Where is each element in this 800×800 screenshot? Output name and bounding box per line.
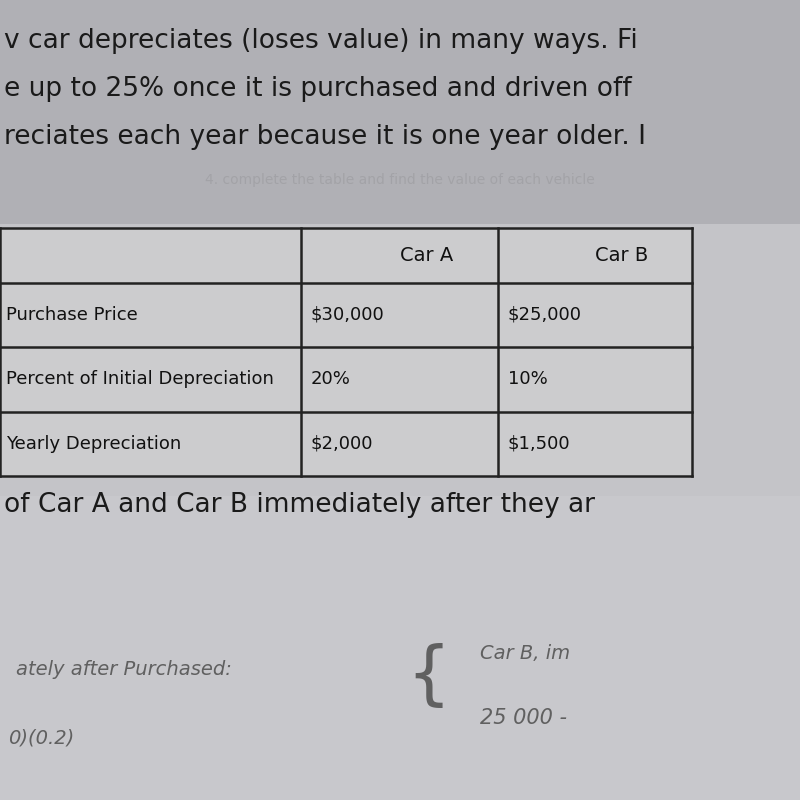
Text: e up to 25% once it is purchased and driven off: e up to 25% once it is purchased and dri… — [4, 76, 632, 102]
Text: ately after Purchased:: ately after Purchased: — [16, 660, 232, 679]
Text: Yearly Depreciation: Yearly Depreciation — [6, 434, 182, 453]
Text: 20%: 20% — [310, 370, 350, 388]
Text: reciates each year because it is one year older. I: reciates each year because it is one yea… — [4, 124, 646, 150]
Text: Percent of Initial Depreciation: Percent of Initial Depreciation — [6, 370, 274, 388]
Text: Purchase Price: Purchase Price — [6, 306, 138, 324]
Bar — [0, 224, 800, 496]
Text: 4. complete the table and find the value of each vehicle: 4. complete the table and find the value… — [205, 173, 595, 187]
Text: Car B: Car B — [595, 246, 648, 265]
Bar — [0, 228, 692, 476]
Text: $25,000: $25,000 — [508, 306, 582, 324]
Text: of Car A and Car B immediately after they ar: of Car A and Car B immediately after the… — [4, 492, 595, 518]
Text: 10%: 10% — [508, 370, 547, 388]
Text: Car B, im: Car B, im — [480, 644, 570, 663]
Bar — [0, 0, 800, 224]
Bar — [0, 496, 800, 800]
Text: {: { — [406, 642, 450, 710]
Text: $2,000: $2,000 — [310, 434, 373, 453]
Text: 25 000 -: 25 000 - — [480, 708, 567, 728]
Text: Car A: Car A — [400, 246, 453, 265]
Text: $30,000: $30,000 — [310, 306, 384, 324]
Text: v car depreciates (loses value) in many ways. Fi: v car depreciates (loses value) in many … — [4, 28, 638, 54]
Text: $1,500: $1,500 — [508, 434, 570, 453]
Text: 0)(0.2): 0)(0.2) — [8, 728, 74, 747]
